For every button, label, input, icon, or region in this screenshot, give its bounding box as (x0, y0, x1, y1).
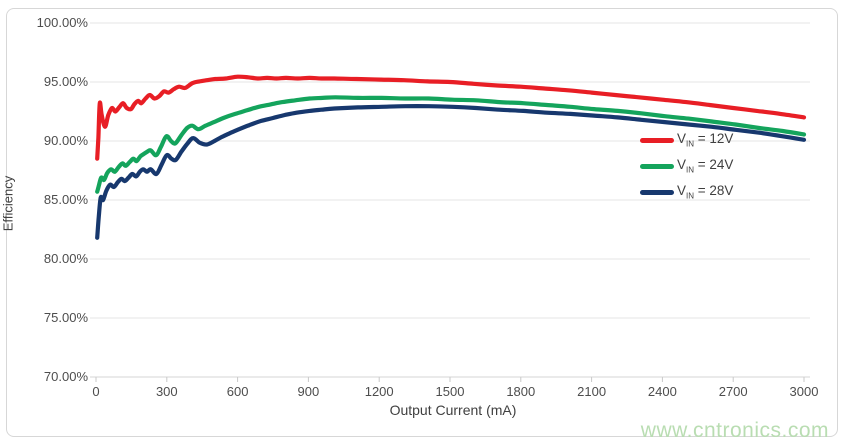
x-axis-title: Output Current (mA) (389, 402, 517, 418)
x-tick-label: 600 (226, 384, 249, 399)
legend-swatch-green (640, 163, 674, 169)
y-tick-label: 90.00% (43, 133, 88, 148)
legend-item-vin-24v: VIN = 24V (640, 153, 733, 179)
y-tick-label: 95.00% (43, 74, 88, 89)
y-axis-title: Efficiency (0, 175, 16, 232)
series-line-vin12v (95, 74, 807, 161)
legend-swatch-red (640, 137, 674, 143)
legend: VIN = 12V VIN = 24V VIN = 28V (640, 127, 733, 205)
y-tick-label: 75.00% (43, 310, 88, 325)
legend-item-vin-28v: VIN = 28V (640, 179, 733, 205)
x-tick-label: 3000 (789, 384, 819, 399)
x-tick-label: 1200 (364, 384, 394, 399)
x-tick-label: 2400 (647, 384, 677, 399)
watermark: www.cntronics.com (640, 419, 829, 442)
x-tick-label: 300 (155, 384, 178, 399)
legend-label: VIN = 24V (677, 157, 734, 175)
legend-label: VIN = 12V (677, 131, 734, 149)
legend-label: VIN = 28V (677, 183, 734, 201)
y-tick-label: 100.00% (36, 15, 88, 30)
x-tick-label: 900 (297, 384, 320, 399)
x-tick-label: 1800 (506, 384, 536, 399)
y-tick-label: 80.00% (43, 251, 88, 266)
series-line-vin24v (95, 95, 807, 194)
series-line-vin28v (95, 104, 807, 240)
x-tick-label: 0 (92, 384, 100, 399)
legend-item-vin-12v: VIN = 12V (640, 127, 733, 153)
y-tick-label: 70.00% (43, 369, 88, 384)
y-tick-label: 85.00% (43, 192, 88, 207)
legend-swatch-navy (640, 189, 674, 195)
x-tick-label: 2700 (718, 384, 748, 399)
x-tick-label: 1500 (435, 384, 465, 399)
x-tick-label: 2100 (577, 384, 607, 399)
